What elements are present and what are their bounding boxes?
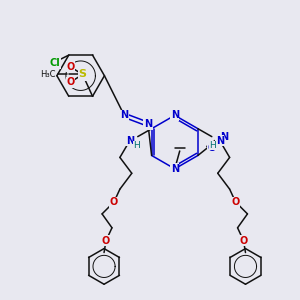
Text: N: N: [171, 164, 179, 174]
Text: N: N: [216, 136, 224, 146]
Text: O: O: [67, 77, 75, 87]
Text: H₃C: H₃C: [40, 70, 56, 79]
Text: O: O: [239, 236, 247, 246]
Text: O: O: [102, 236, 110, 246]
Text: H: H: [209, 141, 216, 150]
Text: N: N: [171, 110, 179, 120]
Text: N: N: [120, 110, 128, 120]
Text: O: O: [67, 61, 75, 72]
Text: N: N: [144, 119, 152, 129]
Text: O: O: [110, 197, 118, 207]
Text: N: N: [220, 132, 228, 142]
Text: C: C: [207, 142, 214, 152]
Text: Cl: Cl: [50, 58, 60, 68]
Text: O: O: [232, 197, 240, 207]
Text: N: N: [126, 136, 134, 146]
Text: H: H: [134, 141, 140, 150]
Text: S: S: [79, 70, 87, 80]
